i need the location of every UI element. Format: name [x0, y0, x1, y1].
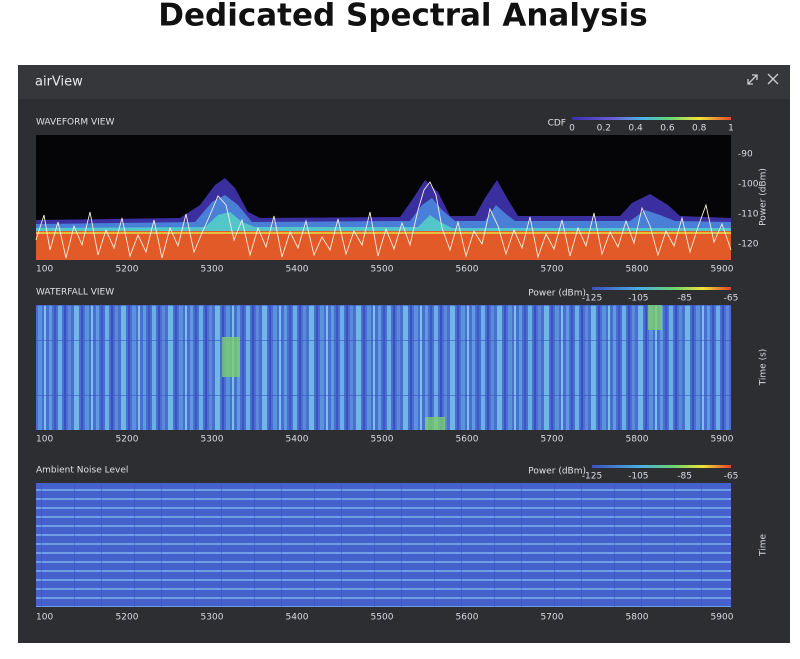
x-tick-label: 5200: [116, 265, 139, 275]
legend-tick-label: 0.8: [692, 124, 707, 134]
legend-tick-label: -105: [628, 472, 648, 482]
x-tick-label: 5700: [541, 265, 564, 275]
panel-title: WATERFALL VIEW: [36, 288, 114, 298]
x-tick-label: 100: [36, 613, 53, 623]
page-title: Dedicated Spectral Analysis: [158, 0, 647, 34]
x-tick-label: 5400: [286, 613, 309, 623]
x-tick-label: 5800: [626, 435, 649, 445]
x-tick-label: 5600: [456, 265, 479, 275]
x-tick-label: 5300: [201, 265, 224, 275]
x-tick-label: 100: [36, 435, 53, 445]
waveform-trace: [35, 181, 732, 259]
legend-tick-label: -85: [677, 472, 692, 482]
waterfall-plot: [36, 305, 731, 430]
x-tick-label: 5500: [371, 265, 394, 275]
x-tick-label: 5900: [711, 435, 734, 445]
x-tick-label: 5200: [116, 435, 139, 445]
x-tick-label: 5500: [371, 435, 394, 445]
ambient-plot: [36, 483, 731, 607]
window-title: airView: [35, 75, 83, 90]
waterfall-hotspot: [425, 417, 445, 430]
legend-tick-label: 0.2: [597, 124, 611, 134]
window-controls[interactable]: [747, 73, 779, 85]
x-tick-label: 5800: [626, 265, 649, 275]
x-tick-label: 5900: [711, 613, 734, 623]
y-axis-label: Time (s): [759, 349, 769, 387]
x-tick-label: 5500: [371, 613, 394, 623]
y-tick-label: -120: [738, 240, 759, 250]
legend-title: CDF: [548, 119, 566, 129]
y-tick-label: -100: [738, 180, 759, 190]
y-axis-label: Time: [759, 534, 769, 557]
legend-tick-label: -85: [677, 294, 692, 304]
legend-title: Power (dBm): [528, 289, 586, 299]
x-tick-label: 5700: [541, 435, 564, 445]
legend-title: Power (dBm): [528, 467, 586, 477]
legend-tick-label: -125: [582, 472, 602, 482]
legend-tick-label: 0.4: [628, 124, 643, 134]
legend-bar: [592, 465, 731, 468]
x-tick-label: 100: [36, 265, 53, 275]
x-tick-label: 5800: [626, 613, 649, 623]
y-axis-label: Power (dBm): [759, 168, 769, 226]
x-tick-label: 5600: [456, 435, 479, 445]
legend-tick-label: -105: [628, 294, 648, 304]
x-tick-label: 5700: [541, 613, 564, 623]
waterfall-hotspot: [648, 305, 662, 330]
y-tick-label: -110: [738, 210, 759, 220]
legend-tick-label: 0.6: [660, 124, 675, 134]
x-tick-label: 5900: [711, 265, 734, 275]
x-tick-label: 5400: [286, 435, 309, 445]
legend-bar: [592, 287, 731, 290]
legend-tick-label: -125: [582, 294, 602, 304]
title-bar: [18, 65, 790, 99]
x-tick-label: 5200: [116, 613, 139, 623]
legend-tick-label: -65: [724, 294, 739, 304]
legend-tick-label: 1: [728, 124, 734, 134]
waterfall-hotspot: [222, 337, 240, 377]
waveform-floor: [36, 231, 731, 260]
legend-tick-label: 0: [569, 124, 575, 134]
legend-tick-label: -65: [724, 472, 739, 482]
panel-title: Ambient Noise Level: [36, 466, 128, 476]
x-tick-label: 5400: [286, 265, 309, 275]
x-tick-label: 5600: [456, 613, 479, 623]
legend-bar: [572, 117, 731, 120]
y-tick-label: -90: [738, 150, 753, 160]
x-tick-label: 5300: [201, 435, 224, 445]
x-tick-label: 5300: [201, 613, 224, 623]
panel-title: WAVEFORM VIEW: [36, 118, 114, 128]
